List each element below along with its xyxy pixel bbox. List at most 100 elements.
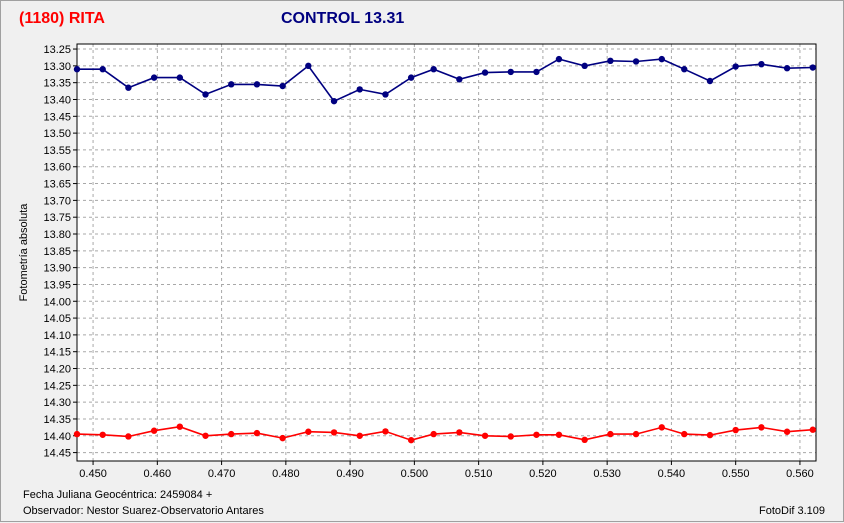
y-tick-label: 14.45 — [43, 448, 71, 460]
data-point — [456, 429, 463, 436]
x-tick-label: 0.470 — [208, 468, 236, 480]
data-point — [809, 64, 816, 71]
x-tick-label: 0.550 — [722, 468, 750, 480]
data-point — [607, 430, 614, 438]
data-point — [555, 55, 563, 63]
data-point — [356, 432, 363, 439]
data-point — [533, 431, 540, 438]
data-point — [356, 86, 363, 93]
data-point — [706, 77, 714, 85]
data-point — [176, 74, 184, 81]
data-point — [279, 434, 286, 442]
x-tick-label: 0.500 — [401, 468, 429, 480]
data-point — [430, 430, 437, 438]
y-tick-label: 13.70 — [43, 195, 71, 207]
data-point — [150, 74, 158, 81]
y-tick-label: 13.85 — [43, 246, 71, 258]
y-tick-label: 14.00 — [43, 296, 71, 308]
x-tick-label: 0.460 — [144, 468, 172, 480]
data-point — [681, 430, 688, 438]
y-tick-label: 14.30 — [43, 397, 71, 409]
data-point — [507, 68, 514, 76]
julian-date-label: Fecha Juliana Geocéntrica: 2459084 + — [23, 489, 213, 501]
data-point — [125, 433, 132, 440]
data-point — [330, 97, 338, 105]
data-point — [279, 82, 286, 90]
data-point — [732, 63, 739, 70]
y-tick-label: 13.95 — [43, 279, 71, 291]
data-point — [150, 427, 158, 434]
y-tick-label: 13.75 — [43, 212, 71, 224]
data-point — [305, 62, 312, 70]
y-tick-label: 13.30 — [43, 61, 71, 73]
y-tick-label: 13.35 — [43, 78, 71, 90]
x-tick-label: 0.490 — [336, 468, 364, 480]
data-point — [73, 66, 81, 73]
data-point — [758, 424, 765, 431]
data-point — [305, 428, 312, 435]
data-point — [706, 431, 714, 439]
data-point — [681, 66, 688, 73]
data-point — [809, 426, 816, 433]
data-point — [99, 66, 106, 73]
asteroid-title: (1180) RITA — [19, 10, 105, 27]
data-point — [73, 430, 81, 438]
data-point — [253, 81, 261, 88]
data-point — [456, 76, 463, 83]
data-point — [758, 60, 765, 68]
observer-label: Observador: Nestor Suarez-Observatorio A… — [23, 505, 264, 517]
data-point — [658, 55, 665, 63]
data-point — [783, 65, 791, 72]
y-tick-label: 13.40 — [43, 94, 71, 106]
data-point — [533, 68, 540, 76]
data-point — [430, 66, 437, 73]
data-point — [607, 57, 614, 65]
x-tick-label: 0.450 — [79, 468, 107, 480]
data-point — [507, 433, 514, 440]
x-tick-label: 0.510 — [465, 468, 493, 480]
data-point — [202, 432, 209, 439]
data-point — [228, 430, 235, 438]
data-point — [658, 424, 665, 431]
y-tick-label: 13.25 — [43, 44, 71, 56]
plot-border — [76, 43, 817, 462]
data-point — [481, 432, 489, 439]
data-point — [228, 81, 235, 88]
data-point — [407, 436, 415, 444]
data-point — [382, 428, 389, 435]
software-label: FotoDif 3.109 — [759, 505, 826, 517]
data-point — [202, 91, 209, 98]
y-tick-label: 13.90 — [43, 263, 71, 275]
data-point — [481, 69, 489, 76]
y-tick-label: 13.55 — [43, 145, 71, 157]
x-tick-label: 0.560 — [786, 468, 814, 480]
y-tick-label: 14.20 — [43, 364, 71, 376]
x-tick-label: 0.530 — [593, 468, 621, 480]
x-tick-label: 0.540 — [658, 468, 686, 480]
y-tick-label: 14.05 — [43, 313, 71, 325]
data-point — [407, 74, 415, 81]
y-tick-label: 14.35 — [43, 414, 71, 426]
y-tick-label: 13.65 — [43, 179, 71, 191]
y-tick-label: 13.60 — [43, 162, 71, 174]
y-tick-label: 13.45 — [43, 111, 71, 123]
data-point — [632, 430, 640, 438]
y-tick-label: 13.50 — [43, 128, 71, 140]
y-tick-label: 13.80 — [43, 229, 71, 241]
y-tick-label: 14.40 — [43, 431, 71, 443]
series-line-2 — [76, 425, 813, 442]
data-point — [176, 423, 184, 430]
data-point — [632, 58, 640, 65]
data-point — [99, 431, 106, 438]
data-point — [581, 62, 588, 70]
y-tick-label: 14.10 — [43, 330, 71, 342]
data-point — [783, 428, 791, 435]
y-tick-label: 14.15 — [43, 347, 71, 359]
y-tick-label: 14.25 — [43, 380, 71, 392]
x-tick-label: 0.520 — [529, 468, 557, 480]
data-point — [555, 431, 563, 438]
data-point — [253, 429, 261, 437]
data-point — [732, 426, 739, 434]
